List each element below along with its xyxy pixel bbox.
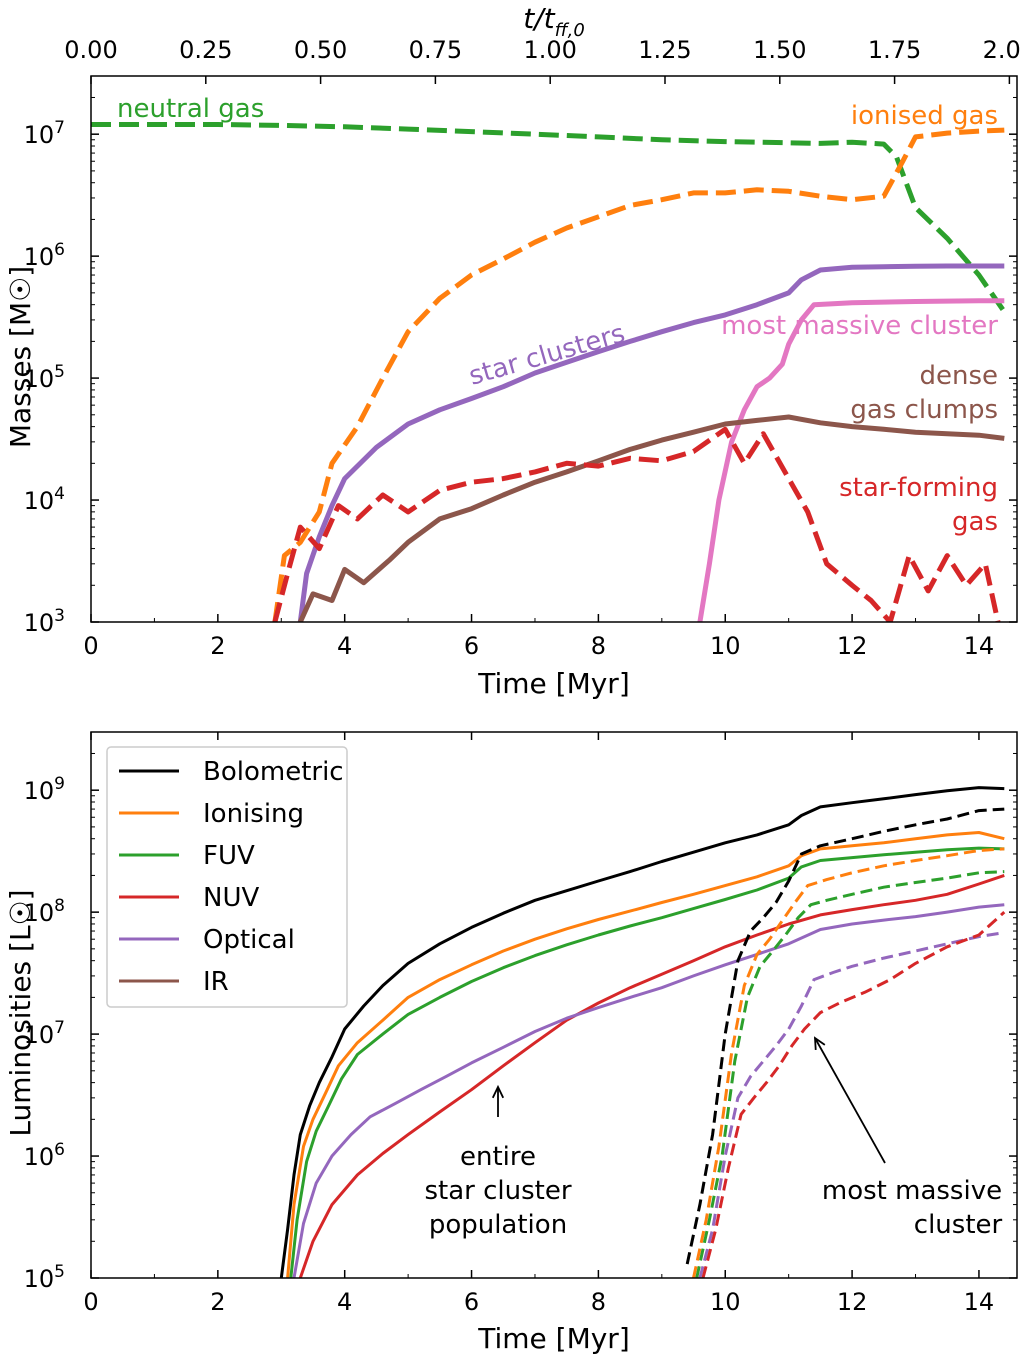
annotation-arrow	[814, 1037, 886, 1164]
top-x-axis-label: t/tff,0	[523, 2, 585, 41]
masses-panel: 0 2 4 6 8 10 12 14 103 104 105 106 107 0.00 0.25 0.50 0.…	[4, 2, 1021, 700]
x-tick-label: 8	[591, 1288, 606, 1316]
series-line-ionised-gas	[272, 127, 1005, 622]
x-axis-label: Time [Myr]	[477, 1322, 630, 1355]
x-tick-label: 2	[210, 632, 225, 660]
annotation-population: population	[429, 1210, 567, 1240]
y-axis-label: Masses [M☉]	[4, 266, 37, 448]
y-tick-label: 107	[24, 118, 65, 149]
x-tick-label: 6	[464, 632, 479, 660]
y-tick-label: 108	[24, 896, 65, 927]
x-tick-label: 10	[710, 632, 741, 660]
annotation-ionised-gas: ionised gas	[851, 101, 998, 131]
top-x-tick-label: 0.25	[179, 36, 232, 64]
y-tick-label: 105	[24, 1262, 65, 1293]
series-line-neutral-gas	[91, 122, 1007, 314]
legend-item-ir: IR	[119, 967, 229, 997]
annotation-entire: entire	[460, 1142, 536, 1172]
annotation-cluster: cluster	[914, 1210, 1003, 1240]
top-x-tick-label: 1.00	[523, 36, 576, 64]
luminosities-panel: 0 2 4 6 8 10 12 14 105 106 107 108 109 Time [Myr] Lumi…	[4, 731, 1018, 1355]
x-tick-label: 10	[710, 1288, 741, 1316]
y-tick-label: 106	[24, 240, 65, 271]
y-tick-label: 109	[24, 774, 65, 805]
legend-label: IR	[203, 967, 229, 997]
x-tick-label: 12	[837, 1288, 868, 1316]
annotation-gas-clumps: gas clumps	[850, 395, 998, 425]
legend-item-fuv: FUV	[119, 841, 255, 871]
legend-label: Bolometric	[203, 757, 344, 787]
series-line-fuv	[289, 846, 1005, 1278]
annotation-most-massive-cluster: most massive cluster	[721, 311, 998, 341]
y-axis-label: Luminosities [L☉]	[4, 889, 37, 1136]
series-line-dense-gas-clumps	[298, 414, 1005, 622]
x-tick-label: 14	[964, 1288, 995, 1316]
legend: Bolometric Ionising FUV NUV Optical IR	[106, 746, 348, 1008]
x-axis-label: Time [Myr]	[477, 667, 630, 700]
annotation-neutral-gas: neutral gas	[117, 94, 264, 124]
y-tick-label: 104	[24, 484, 65, 515]
arrow-head	[491, 1084, 505, 1099]
series-line-fuv-most-massive-cluster	[695, 870, 1005, 1278]
series-line-most-massive-cluster	[697, 298, 1005, 622]
legend-label: NUV	[203, 883, 259, 913]
annotation-most-massive: most massive	[822, 1176, 1002, 1206]
x-tick-label: 14	[964, 632, 995, 660]
y-tick-label: 103	[24, 606, 65, 637]
annotation-gas: gas	[952, 507, 998, 537]
series-line-star-clusters	[297, 263, 1005, 622]
legend-item-optical: Optical	[119, 925, 295, 955]
series-line-nuv-most-massive-cluster	[701, 910, 1006, 1278]
x-tick-label: 2	[210, 1288, 225, 1316]
top-x-tick-label: 1.50	[753, 36, 806, 64]
top-x-tick-label: 1.75	[868, 36, 921, 64]
annotation-dense: dense	[919, 361, 998, 391]
series-line-nuv	[298, 873, 1005, 1278]
top-x-tick-label: 0.50	[294, 36, 347, 64]
x-tick-label: 12	[837, 632, 868, 660]
annotation-star-forming: star-forming	[839, 473, 998, 503]
x-tick-label: 6	[464, 1288, 479, 1316]
top-x-tick-label: 1.25	[638, 36, 691, 64]
x-tick-label: 0	[83, 1288, 98, 1316]
legend-label: FUV	[203, 841, 255, 871]
legend-item-ionising: Ionising	[119, 799, 304, 829]
x-tick-label: 0	[83, 632, 98, 660]
plot-frame	[90, 731, 1018, 1279]
annotation-star-clusters: star clusters	[466, 319, 629, 392]
legend-label: Optical	[203, 925, 295, 955]
arrow-head	[813, 1036, 826, 1051]
y-tick-label: 105	[24, 362, 65, 393]
series-line-star-forming-gas	[272, 426, 1001, 622]
annotation-star-cluster: star cluster	[424, 1176, 571, 1206]
series-line-bolometric-most-massive-cluster	[685, 807, 1005, 1265]
x-tick-label: 4	[337, 632, 352, 660]
x-tick-label: 8	[591, 632, 606, 660]
legend-item-nuv: NUV	[119, 883, 259, 913]
series-line-optical-most-massive-cluster	[698, 931, 1005, 1278]
legend-item-bolometric: Bolometric	[119, 757, 344, 787]
series-group	[279, 786, 1006, 1278]
top-x-tick-label: 2.00	[983, 36, 1021, 64]
series-line-optical	[292, 903, 1005, 1278]
y-tick-label: 107	[24, 1018, 65, 1049]
plot-frame	[90, 75, 1018, 623]
series-group	[91, 122, 1007, 622]
y-tick-label: 106	[24, 1140, 65, 1171]
x-tick-label: 4	[337, 1288, 352, 1316]
series-line-ionising	[286, 831, 1005, 1278]
legend-label: Ionising	[203, 799, 304, 829]
top-x-tick-label: 0.00	[64, 36, 117, 64]
series-line-bolometric	[279, 786, 1005, 1278]
top-x-tick-label: 0.75	[409, 36, 462, 64]
